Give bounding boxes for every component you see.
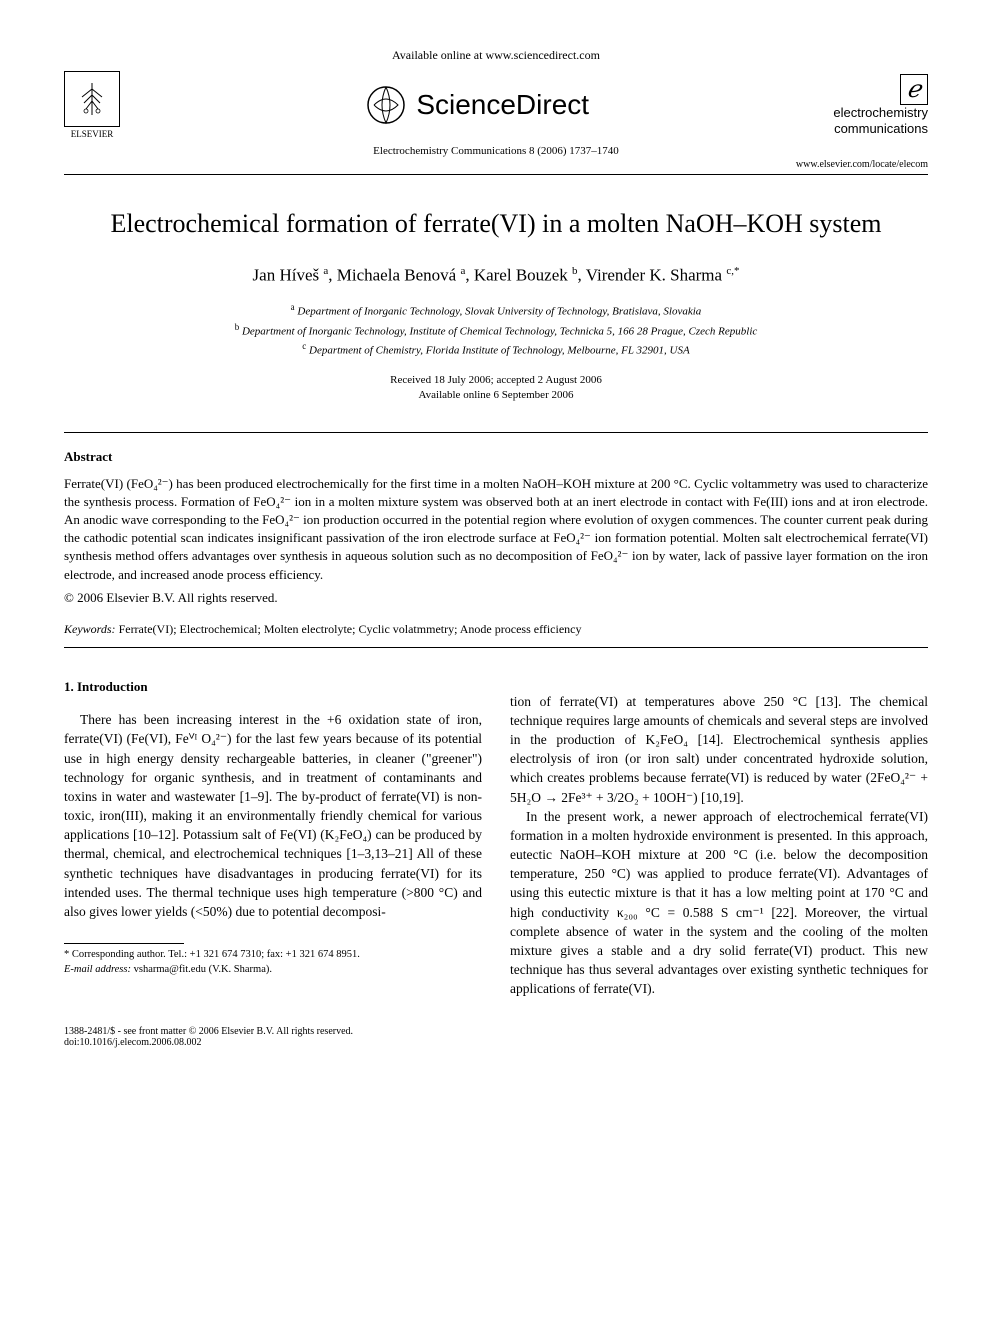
available-online-text: Available online at www.sciencedirect.co… <box>64 48 928 63</box>
abstract-bottom-rule <box>64 647 928 648</box>
authors: Jan Híveš a, Michaela Benová a, Karel Bo… <box>64 265 928 286</box>
abstract-heading: Abstract <box>64 449 928 465</box>
footnote-email: vsharma@fit.edu <box>134 964 206 975</box>
keywords-label: Keywords: <box>64 622 116 636</box>
footnote-email-label: E-mail address: <box>64 964 131 975</box>
abstract-body: Ferrate(VI) (FeO₄²⁻) has been produced e… <box>64 475 928 584</box>
footer-doi: doi:10.1016/j.elecom.2006.08.002 <box>64 1037 353 1048</box>
sciencedirect-text: ScienceDirect <box>416 89 589 121</box>
elsevier-logo: ELSEVIER <box>64 71 120 139</box>
sciencedirect-logo: ScienceDirect <box>364 83 589 127</box>
elsevier-label: ELSEVIER <box>71 129 114 139</box>
journal-e-icon: ℯ <box>900 74 928 105</box>
journal-logo: ℯ electrochemistry communications <box>833 74 928 136</box>
date-received: Received 18 July 2006; accepted 2 August… <box>64 373 928 388</box>
column-right: tion of ferrate(VI) at temperatures abov… <box>510 650 928 999</box>
affiliation-c: c Department of Chemistry, Florida Insti… <box>64 340 928 359</box>
column-left: 1. Introduction There has been increasin… <box>64 650 482 999</box>
intro-p2: In the present work, a newer approach of… <box>510 807 928 999</box>
sciencedirect-icon <box>364 83 408 127</box>
affiliations: a Department of Inorganic Technology, Sl… <box>64 301 928 358</box>
footer: 1388-2481/$ - see front matter © 2006 El… <box>64 1026 928 1048</box>
header-rule <box>64 174 928 175</box>
elsevier-tree-icon <box>64 71 120 127</box>
keywords-text: Ferrate(VI); Electrochemical; Molten ele… <box>119 622 582 636</box>
footer-copyright: 1388-2481/$ - see front matter © 2006 El… <box>64 1026 353 1037</box>
intro-p1-cont: tion of ferrate(VI) at temperatures abov… <box>510 692 928 807</box>
intro-p1: There has been increasing interest in th… <box>64 710 482 921</box>
journal-name-2: communications <box>833 121 928 137</box>
body-columns: 1. Introduction There has been increasin… <box>64 650 928 999</box>
journal-url: www.elsevier.com/locate/elecom <box>64 159 928 170</box>
footnote-email-who: (V.K. Sharma). <box>209 964 272 975</box>
section-1-heading: 1. Introduction <box>64 678 482 696</box>
journal-name-1: electrochemistry <box>833 105 928 121</box>
abstract-copyright: © 2006 Elsevier B.V. All rights reserved… <box>64 590 928 606</box>
abstract-top-rule <box>64 432 928 433</box>
dates: Received 18 July 2006; accepted 2 August… <box>64 373 928 404</box>
corresponding-footnote: * Corresponding author. Tel.: +1 321 674… <box>64 948 482 977</box>
affiliation-b: b Department of Inorganic Technology, In… <box>64 321 928 340</box>
journal-reference: Electrochemistry Communications 8 (2006)… <box>64 145 928 157</box>
header-row: ELSEVIER ScienceDirect ℯ electrochemistr… <box>64 71 928 139</box>
article-title: Electrochemical formation of ferrate(VI)… <box>64 207 928 241</box>
date-online: Available online 6 September 2006 <box>64 388 928 403</box>
footnote-separator <box>64 943 184 944</box>
footnote-corresp: * Corresponding author. Tel.: +1 321 674… <box>64 948 482 963</box>
footnote-email-line: E-mail address: vsharma@fit.edu (V.K. Sh… <box>64 963 482 978</box>
keywords: Keywords: Ferrate(VI); Electrochemical; … <box>64 622 928 637</box>
affiliation-a: a Department of Inorganic Technology, Sl… <box>64 301 928 320</box>
